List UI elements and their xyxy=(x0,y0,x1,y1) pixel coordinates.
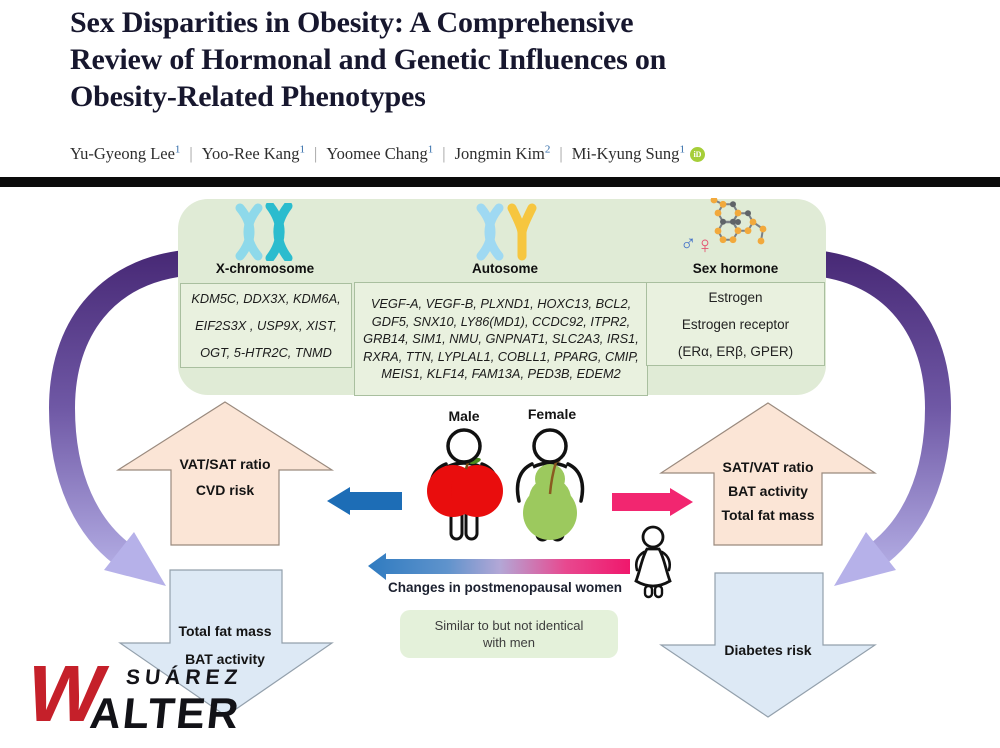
x-chromosome-label: X-chromosome xyxy=(215,261,315,276)
female-down-line-1: Diabetes risk xyxy=(724,642,812,658)
right-curved-arrowhead-icon xyxy=(834,532,896,586)
male-symbol-icon: ♂ xyxy=(680,230,697,255)
female-label: Female xyxy=(527,406,577,422)
x-chromosome-gene-box: KDM5C, DDX3X, KDM6A, EIF2S3X , USP9X, XI… xyxy=(180,283,352,368)
walter-suarez-watermark: W SUÁREZ ALTER xyxy=(19,648,308,748)
male-down-line-1: Total fat mass xyxy=(178,623,272,639)
affiliation-sup: 2 xyxy=(544,143,551,155)
male-label: Male xyxy=(448,408,480,424)
left-curved-arrow xyxy=(48,250,187,565)
female-increase-text: SAT/VAT ratio BAT activity Total fat mas… xyxy=(673,455,863,527)
male-up-line-2: CVD risk xyxy=(195,482,255,498)
sex-hormone-molecule-icon: ♂ ♀ xyxy=(680,198,767,259)
affiliation-sup: 1 xyxy=(679,143,685,155)
hormone-line-2: Estrogen receptor xyxy=(681,316,790,332)
male-up-line-1: VAT/SAT ratio xyxy=(179,456,271,472)
female-figure-icon xyxy=(515,428,585,542)
watermark-suarez: SUÁREZ xyxy=(124,666,244,689)
author-separator: | xyxy=(442,143,446,163)
female-up-line-2: BAT activity xyxy=(728,483,808,499)
title-line-2: Review of Hormonal and Genetic Influence… xyxy=(70,43,667,76)
male-pointer-arrow-icon xyxy=(327,487,402,515)
orcid-icon[interactable]: iD xyxy=(689,147,705,163)
page-title: Sex Disparities in Obesity: A Comprehens… xyxy=(70,4,930,115)
author-separator: | xyxy=(559,143,563,163)
female-up-line-3: Total fat mass xyxy=(721,507,815,523)
author-separator: | xyxy=(314,143,318,163)
menopause-arrow-icon xyxy=(368,553,630,580)
xy-chromosome-icon xyxy=(476,203,537,261)
affiliation-sup: 1 xyxy=(299,143,306,155)
author-2: Yoo-Ree Kang1 xyxy=(201,143,306,163)
hormone-line-3: (ERα, ERβ, GPER) xyxy=(677,343,794,359)
x-chromosome-gene-list: KDM5C, DDX3X, KDM6A, EIF2S3X , USP9X, XI… xyxy=(191,291,341,360)
title-line-3: Obesity-Related Phenotypes xyxy=(70,80,426,113)
author-separator: | xyxy=(189,143,193,163)
author-list: Yu-Gyeong Lee1 | Yoo-Ree Kang1 | Yoomee Chan… xyxy=(70,143,950,164)
similar-note-line-1: Similar to but not identical xyxy=(434,618,584,633)
watermark-alter: ALTER xyxy=(87,690,243,738)
affiliation-sup: 1 xyxy=(174,143,181,155)
author-3: Yoomee Chang1 xyxy=(326,143,434,163)
male-figure-icon xyxy=(427,428,503,541)
female-up-line-1: SAT/VAT ratio xyxy=(722,459,814,475)
sex-hormone-label: Sex hormone xyxy=(692,261,779,276)
similar-note-line-2: with men xyxy=(482,635,536,650)
sex-hormone-lines: Estrogen Estrogen receptor (ERα, ERβ, GP… xyxy=(678,284,793,365)
header-divider xyxy=(0,177,1000,187)
author-1: Yu-Gyeong Lee1 xyxy=(70,143,181,163)
autosome-gene-box: VEGF-A, VEGF-B, PLXND1, HOXC13, BCL2, GD… xyxy=(354,282,648,396)
female-symbol-icon: ♀ xyxy=(696,232,714,259)
left-curved-arrowhead-icon xyxy=(104,532,166,586)
affiliation-sup: 1 xyxy=(427,143,434,155)
hormone-line-1: Estrogen xyxy=(708,289,763,305)
autosome-gene-list: VEGF-A, VEGF-B, PLXND1, HOXC13, BCL2, GD… xyxy=(363,296,639,382)
menopause-arrow-label: Changes in postmenopausal women xyxy=(387,580,623,595)
male-increase-text: VAT/SAT ratio CVD risk xyxy=(130,451,320,503)
female-decrease-text: Diabetes risk xyxy=(673,642,863,658)
author-5: Mi-Kyung Sung1 xyxy=(571,143,685,163)
similar-note-box: Similar to but not identical with men xyxy=(400,610,618,658)
title-line-1: Sex Disparities in Obesity: A Comprehens… xyxy=(70,6,634,39)
sex-hormone-box: Estrogen Estrogen receptor (ERα, ERβ, GP… xyxy=(646,282,825,366)
xx-chromosome-icon xyxy=(235,203,293,261)
author-4: Jongmin Kim2 xyxy=(454,143,551,163)
autosome-label: Autosome xyxy=(471,261,538,276)
